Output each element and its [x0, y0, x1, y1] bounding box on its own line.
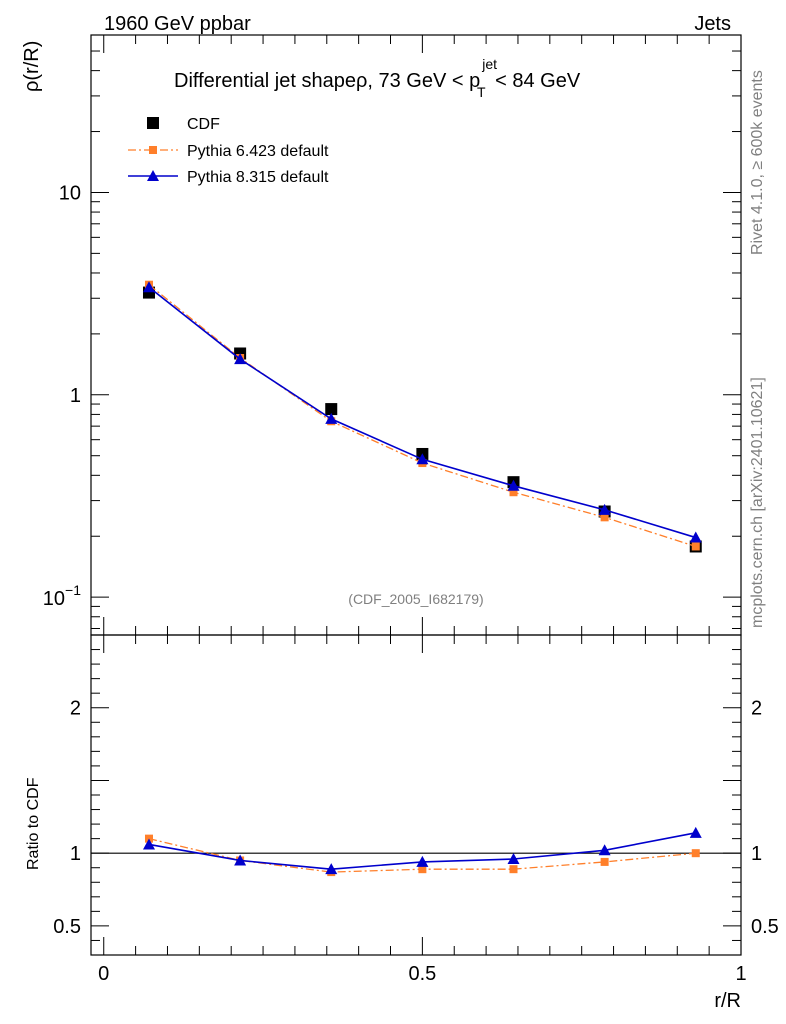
- ratio-ytick-label: 0.5: [53, 916, 81, 938]
- header-energy: 1960 GeV ppbar: [104, 13, 251, 35]
- ratio-ylabel: Ratio to CDF: [25, 777, 42, 870]
- pythia6-main-point: [509, 488, 518, 497]
- analysis-watermark: (CDF_2005_I682179): [348, 591, 483, 607]
- ratio-ytick-label-right: 0.5: [751, 916, 779, 938]
- xtick-label: 0: [98, 963, 109, 985]
- pythia8-ratio-point: [325, 863, 338, 875]
- ratio-panel-frame: [90, 634, 742, 956]
- legend-py8-label: Pythia 8.315 default: [187, 169, 329, 186]
- ratio-series: [142, 826, 702, 877]
- pythia8-ratio-point: [507, 853, 520, 864]
- main-ylabel: ρ(r/R): [21, 41, 43, 92]
- main-series: [142, 280, 702, 553]
- cdf-data-point: [325, 403, 338, 416]
- plot-title: Differential jet shapeρ, 73 GeV < pjet T …: [174, 56, 581, 100]
- pythia6-ratio-point: [600, 857, 609, 866]
- mcplots-label: mcplots.cern.ch [arXiv:2401.10621]: [749, 377, 766, 628]
- legend-py6-marker: [149, 146, 157, 154]
- pythia8-main-line: [148, 286, 696, 539]
- pythia6-ratio-point: [509, 865, 518, 874]
- pythia8-main-point: [234, 353, 247, 365]
- ratio-ytick-label: 1: [70, 843, 81, 865]
- main-ticks: 10−1 1 10: [43, 34, 742, 635]
- ratio-ticks: 0 0.5 1 0.5 0.5 1 1 2 2: [53, 634, 779, 985]
- legend-cdf-marker: [147, 117, 159, 129]
- pythia8-main-point: [598, 503, 611, 515]
- xtick-label: 1: [735, 963, 746, 985]
- pythia8-ratio-point: [598, 844, 611, 856]
- pythia8-ratio-point: [234, 854, 247, 866]
- pythia6-main-line: [148, 284, 696, 548]
- title-sub: T: [477, 84, 486, 100]
- pythia6-ratio-point: [691, 849, 700, 858]
- pythia6-main-point: [691, 542, 700, 551]
- pythia8-ratio-point: [416, 855, 429, 867]
- pythia8-main-point: [325, 412, 338, 424]
- title-rho: ρ: [356, 70, 367, 92]
- pythia8-main-point: [689, 531, 702, 543]
- pythia8-main-point: [507, 479, 520, 491]
- title-prefix: Differential jet shape: [174, 70, 356, 92]
- xtick-label: 0.5: [408, 963, 436, 985]
- legend: CDF Pythia 6.423 default Pythia 8.315 de…: [128, 116, 329, 186]
- ratio-ytick-label-right: 1: [751, 843, 762, 865]
- ratio-ytick-label-right: 2: [751, 698, 762, 720]
- ratio-ytick-label: 2: [70, 698, 81, 720]
- pythia6-main-point: [600, 513, 609, 522]
- legend-cdf-label: CDF: [187, 116, 220, 133]
- header-process: Jets: [694, 13, 731, 35]
- pythia8-main-point: [142, 281, 155, 293]
- pythia8-main-point: [416, 453, 429, 465]
- xlabel: r/R: [714, 990, 741, 1012]
- main-ytick-label: 1: [70, 385, 81, 407]
- legend-py6-label: Pythia 6.423 default: [187, 143, 329, 160]
- pythia8-ratio-point: [142, 838, 155, 850]
- title-suffix: < 84 GeV: [490, 70, 581, 92]
- main-ytick-label: 10−1: [43, 582, 81, 610]
- title-mid: , 73 GeV < p: [367, 70, 480, 92]
- pythia6-ratio-point: [418, 865, 427, 874]
- legend-py8-marker: [147, 170, 159, 181]
- pythia8-ratio-point: [689, 826, 702, 838]
- title-sup: jet: [481, 56, 497, 72]
- rivet-label: Rivet 4.1.0, ≥ 600k events: [749, 70, 766, 255]
- main-ytick-label: 10: [59, 182, 81, 204]
